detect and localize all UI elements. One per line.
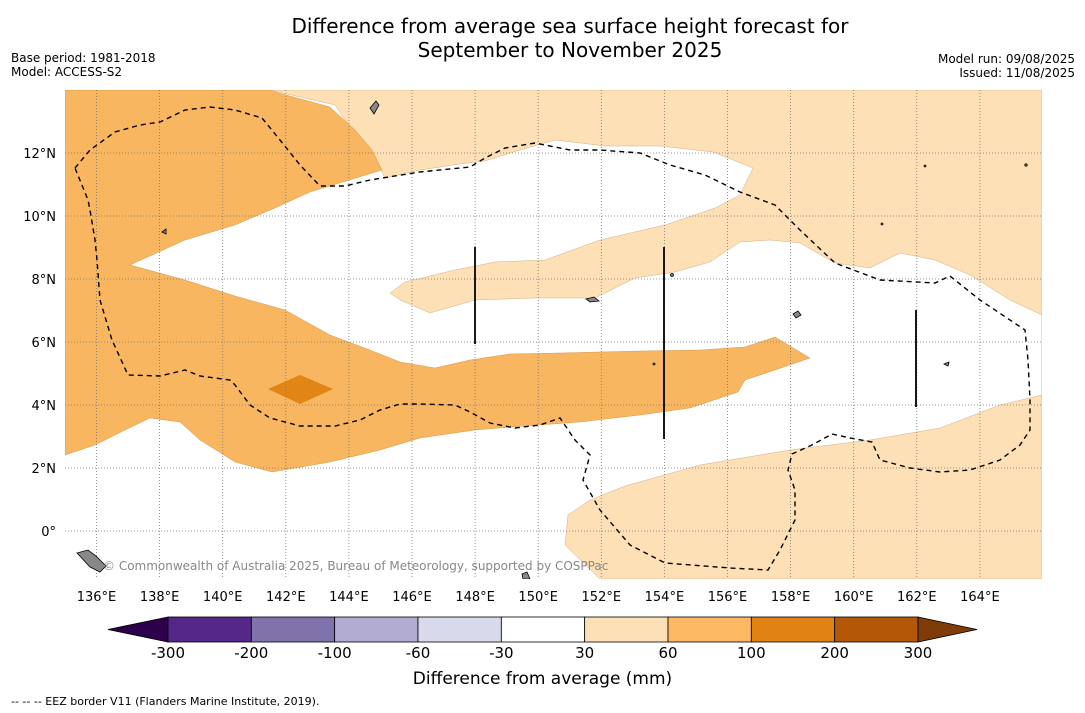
y-axis-ticks: 12°N 10°N 8°N 6°N 4°N 2°N 0° [23, 147, 56, 540]
meta-right: Model run: 09/08/2025 Issued: 11/08/2025 [938, 52, 1075, 80]
x-tick-label: 164°E [960, 590, 1000, 605]
y-tick-label: 10°N [23, 210, 56, 225]
x-tick-label: 142°E [266, 590, 306, 605]
colorbar-tick-label: -200 [234, 644, 268, 662]
x-tick-label: 162°E [897, 590, 937, 605]
anomaly-region-30-60 [65, 90, 1042, 579]
map-area: © Commonwealth of Australia 2025, Bureau… [65, 90, 1042, 579]
colorbar-label: Difference from average (mm) [412, 669, 673, 689]
y-tick-label: 12°N [23, 147, 56, 162]
colorbar-tick-label: -60 [406, 644, 431, 662]
island [880, 222, 884, 226]
colorbar-tick-label: 100 [737, 644, 766, 662]
x-tick-label: 152°E [582, 590, 622, 605]
colorbar: -300 -200 -100 -60 -30 30 60 100 200 300 [107, 616, 978, 662]
x-tick-label: 140°E [203, 590, 243, 605]
colorbar-tick-label: 300 [904, 644, 933, 662]
island [521, 571, 531, 579]
x-tick-label: 146°E [392, 590, 432, 605]
anomaly-region-100-200 [268, 375, 333, 404]
x-tick-label: 150°E [518, 590, 558, 605]
x-tick-label: 138°E [140, 590, 180, 605]
y-tick-label: 2°N [32, 462, 57, 477]
copyright-credit: © Commonwealth of Australia 2025, Bureau… [103, 559, 608, 573]
footnote: -- -- -- EEZ border V11 (Flanders Marine… [11, 695, 320, 708]
colorbar-tick-label: -300 [151, 644, 185, 662]
island [585, 296, 601, 303]
colorbar-segment [500, 616, 586, 643]
x-axis-ticks: 136°E 138°E 140°E 142°E 144°E 146°E 148°E 150°E… [77, 590, 1000, 605]
colorbar-segment [167, 616, 252, 643]
island [670, 273, 674, 277]
colorbar-segment [667, 616, 752, 643]
x-tick-label: 154°E [645, 590, 685, 605]
anomaly-region-60-100 [65, 90, 811, 473]
colorbar-tick-label: 30 [575, 644, 594, 662]
x-tick-label: 160°E [834, 590, 874, 605]
eez-border [74, 106, 1031, 571]
island [369, 100, 380, 115]
map-title: Difference from average sea surface heig… [0, 14, 1085, 62]
colorbar-segment [750, 616, 836, 643]
x-tick-label: 136°E [77, 590, 117, 605]
colorbar-tick-label: -100 [318, 644, 352, 662]
colorbar-segment [334, 616, 419, 643]
colorbar-under-arrow [107, 616, 169, 643]
y-tick-label: 4°N [32, 399, 57, 414]
island [923, 164, 927, 168]
islands [76, 100, 1028, 579]
model-name: Model: ACCESS-S2 [11, 65, 123, 79]
title-line-1: Difference from average sea surface heig… [291, 14, 849, 38]
colorbar-tick-label: -30 [489, 644, 514, 662]
y-tick-label: 6°N [32, 336, 57, 351]
colorbar-tick-label: 200 [820, 644, 849, 662]
island [792, 310, 802, 319]
x-tick-label: 156°E [708, 590, 748, 605]
island [1024, 163, 1028, 167]
base-period: Base period: 1981-2018 [11, 51, 156, 65]
colorbar-segment [584, 616, 669, 643]
x-tick-label: 158°E [771, 590, 811, 605]
island [652, 362, 656, 366]
meta-left: Base period: 1981-2018 Model: ACCESS-S2 [11, 51, 156, 79]
colorbar-segment [834, 616, 919, 643]
colorbar-segment [250, 616, 336, 643]
x-tick-label: 148°E [455, 590, 495, 605]
colorbar-tick-label: 60 [658, 644, 677, 662]
y-tick-label: 0° [41, 525, 56, 540]
title-line-2: September to November 2025 [417, 38, 723, 62]
colorbar-segment [417, 616, 502, 643]
model-run: Model run: 09/08/2025 [937, 52, 1075, 66]
x-tick-label: 144°E [329, 590, 369, 605]
island [161, 228, 167, 235]
y-tick-label: 8°N [32, 273, 57, 288]
island [943, 361, 950, 367]
island [76, 549, 107, 573]
map-gridlines [65, 90, 1042, 579]
issued-date: Issued: 11/08/2025 [959, 66, 1075, 80]
colorbar-over-arrow [917, 616, 978, 643]
